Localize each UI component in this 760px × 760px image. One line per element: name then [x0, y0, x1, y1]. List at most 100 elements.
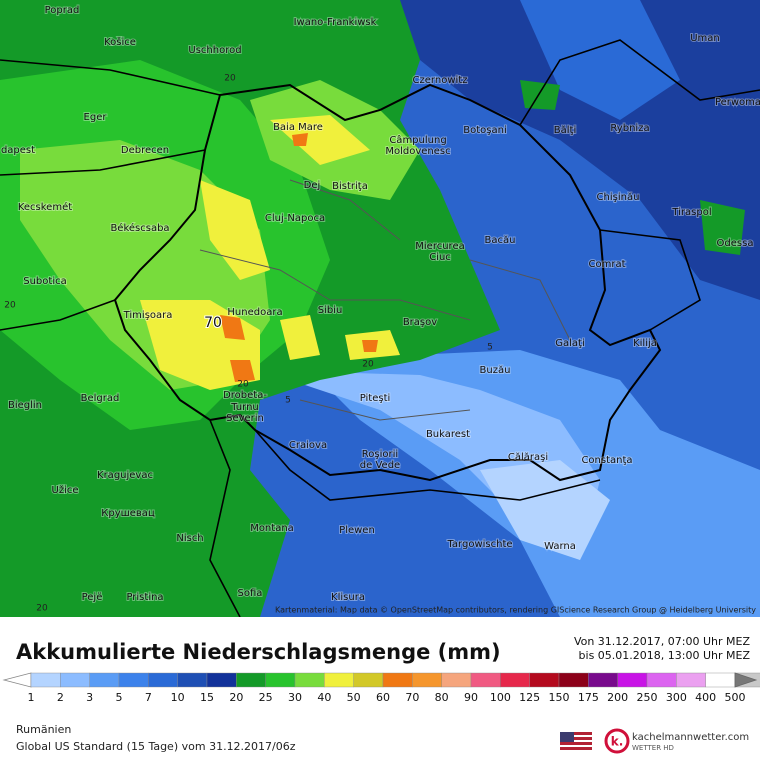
- city-label: Dej: [304, 180, 321, 191]
- city-label: Debrecen: [121, 145, 169, 156]
- city-label: Miercurea: [415, 241, 464, 252]
- flag: [560, 732, 592, 752]
- color-level-label: 7: [145, 691, 152, 704]
- color-swatch: [324, 672, 354, 688]
- color-swatch: [705, 672, 736, 688]
- city-label: Botoşani: [463, 125, 506, 136]
- orange-area: [292, 133, 308, 146]
- color-swatch: [382, 672, 413, 688]
- color-level-label: 100: [490, 691, 511, 704]
- city-label: Békéscsaba: [110, 222, 169, 234]
- city-label: Subotica: [23, 276, 66, 287]
- color-level-label: 3: [86, 691, 93, 704]
- color-swatch: [148, 672, 178, 688]
- city-label: Severin: [226, 413, 264, 424]
- city-label: dapest: [1, 145, 35, 156]
- contour-label: 20: [362, 360, 374, 370]
- city-label: Călăraşi: [508, 452, 548, 463]
- color-level-label: 250: [637, 691, 658, 704]
- color-level-label: 300: [666, 691, 687, 704]
- color-bar-arrow-left: [2, 672, 32, 688]
- color-swatch: [89, 672, 120, 688]
- city-label: Turnu: [230, 402, 259, 413]
- city-label: Czernowitz: [413, 75, 468, 86]
- color-level-label: 500: [725, 691, 746, 704]
- city-label: Bukarest: [426, 429, 470, 440]
- color-level-label: 50: [347, 691, 361, 704]
- city-label: Baia Mare: [273, 122, 323, 133]
- color-swatch: [470, 672, 501, 688]
- city-label: Timişoara: [123, 310, 173, 321]
- city-label: Constanţa: [581, 455, 632, 466]
- city-label: Uman: [690, 33, 720, 44]
- city-label: Klisura: [331, 592, 365, 603]
- color-swatch: [353, 672, 384, 688]
- yellow-area: [200, 180, 270, 280]
- color-level-label: 1: [28, 691, 35, 704]
- city-label: Chişinău: [597, 192, 640, 203]
- color-swatch: [412, 672, 442, 688]
- color-bar-arrow-right: [734, 672, 758, 688]
- city-label: Braşov: [403, 317, 437, 328]
- city-label: Ciuc: [429, 252, 451, 263]
- city-label: Plewen: [339, 525, 375, 536]
- city-label: Poprad: [45, 5, 80, 16]
- color-level-label: 90: [464, 691, 478, 704]
- color-level-label: 200: [607, 691, 628, 704]
- city-label: Warna: [544, 541, 576, 552]
- city-label: Moldovenesc: [385, 146, 450, 157]
- color-swatch: [558, 672, 589, 688]
- city-label: Bistriţa: [332, 181, 368, 192]
- city-label: Roşiorii: [362, 449, 398, 460]
- city-label: de Vede: [360, 460, 400, 471]
- contour-label: 20: [4, 301, 16, 311]
- color-swatch: [294, 672, 325, 688]
- color-swatch: [177, 672, 208, 688]
- brand-logo: [604, 728, 630, 754]
- brand-sub: WETTER HD: [632, 744, 674, 752]
- city-label: Tiraspol: [671, 207, 711, 218]
- color-swatch: [236, 672, 266, 688]
- city-label: Rybniza: [610, 123, 649, 134]
- city-label: Kilija: [633, 338, 657, 349]
- period-from: Von 31.12.2017, 07:00 Uhr MEZ: [574, 635, 751, 648]
- footer-model: Global US Standard (15 Tage) vom 31.12.2…: [16, 740, 296, 753]
- color-swatch: [617, 672, 648, 688]
- color-level-label: 125: [519, 691, 540, 704]
- map: Poprad Košice Uschhorod Iwano-Frankiwsk Uman…: [0, 0, 760, 617]
- city-label: Užice: [52, 484, 79, 496]
- color-level-label: 10: [171, 691, 185, 704]
- city-label: Uschhorod: [188, 45, 241, 56]
- color-level-label: 150: [549, 691, 570, 704]
- color-swatch: [118, 672, 149, 688]
- city-label: Craiova: [289, 440, 327, 451]
- city-label: Крушевац: [101, 508, 155, 519]
- color-swatch: [676, 672, 706, 688]
- color-level-label: 70: [405, 691, 419, 704]
- city-label: Košice: [104, 36, 136, 48]
- color-level-label: 175: [578, 691, 599, 704]
- city-label: Perwoma: [715, 97, 760, 108]
- color-level-label: 60: [376, 691, 390, 704]
- legend: Akkumulierte Niederschlagsmenge (mm) Von…: [2, 635, 760, 754]
- city-label: Comrat: [588, 259, 625, 270]
- color-level-label: 40: [317, 691, 331, 704]
- city-label: Bieglin: [8, 400, 42, 411]
- city-label: Targowischte: [446, 539, 512, 550]
- color-level-label: 30: [288, 691, 302, 704]
- city-label: Bălţi: [554, 125, 576, 136]
- country-border: [113, 83, 662, 482]
- brand-logo-letter: k.: [611, 735, 624, 749]
- brand: kachelmannwetter.com: [632, 732, 749, 743]
- city-label: Câmpulung: [389, 134, 446, 146]
- attribution: Kartenmaterial: Map data © OpenStreetMap…: [275, 606, 756, 615]
- city-label: Sofia: [238, 588, 263, 599]
- city-label: Odessa: [717, 238, 754, 249]
- city-label: Iwano-Frankiwsk: [294, 17, 377, 28]
- yellow-area: [270, 115, 370, 165]
- footer-region: Rumänien: [16, 723, 71, 736]
- contour-label: 5: [285, 396, 291, 406]
- color-swatch: [441, 672, 472, 688]
- orange-area: [362, 340, 378, 352]
- city-label: Eger: [84, 112, 108, 123]
